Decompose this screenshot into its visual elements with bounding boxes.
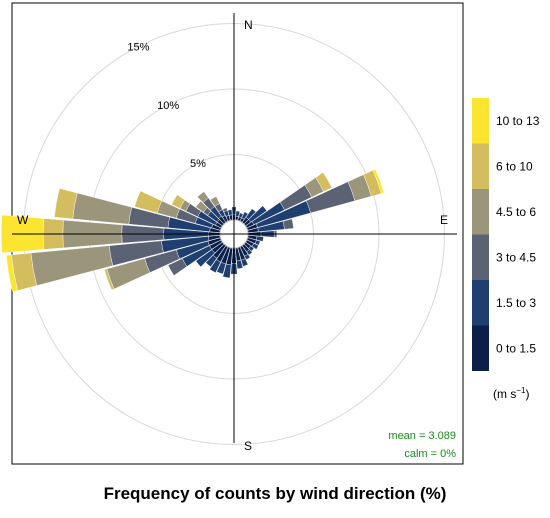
ring-label-2: 10% bbox=[157, 100, 179, 112]
wedge-60-bin-5 bbox=[315, 172, 333, 192]
legend-swatch-3 bbox=[472, 234, 489, 280]
legend-label-2: 1.5 to 3 bbox=[496, 296, 536, 310]
chart-title: Frequency of counts by wind direction (%… bbox=[103, 484, 447, 503]
wedge-110-bin-2 bbox=[254, 239, 261, 246]
mean-stat: mean = 3.089 bbox=[388, 430, 456, 442]
legend-label-3: 3 to 4.5 bbox=[496, 250, 536, 264]
calm-stat: calm = 0% bbox=[404, 448, 456, 460]
wedge-70-bin-6 bbox=[372, 168, 385, 194]
legend-swatch-4 bbox=[472, 189, 489, 235]
units-base: (m s bbox=[493, 387, 516, 401]
wedge-130-bin-2 bbox=[248, 245, 255, 252]
wedge-280-bin-5 bbox=[54, 188, 78, 220]
legend-swatch-5 bbox=[472, 143, 489, 189]
wedge-100-bin-2 bbox=[256, 235, 264, 242]
wedge-190-bin-2 bbox=[222, 263, 232, 279]
wedge-80-bin-3 bbox=[282, 218, 294, 230]
units-exponent: −1 bbox=[516, 386, 526, 395]
compass-label-north: N bbox=[244, 18, 253, 32]
wedge-260-bin-6 bbox=[5, 254, 18, 293]
wedge-300-bin-5 bbox=[171, 194, 186, 209]
legend-label-1: 0 to 1.5 bbox=[496, 341, 536, 355]
wedge-20-bin-2 bbox=[238, 212, 244, 218]
wedge-200-bin-2 bbox=[216, 261, 227, 275]
wedge-310-bin-4 bbox=[195, 200, 208, 213]
ring-label-1: 5% bbox=[190, 158, 206, 170]
wedge-220-bin-2 bbox=[205, 254, 218, 268]
units-close: ) bbox=[525, 387, 529, 401]
wedge-320-bin-4 bbox=[197, 191, 209, 203]
wedge-140-bin-2 bbox=[246, 249, 253, 256]
wedge-40-bin-2 bbox=[245, 208, 257, 220]
compass-label-west: W bbox=[17, 213, 29, 227]
legend-swatch-1 bbox=[472, 325, 489, 371]
compass-label-east: E bbox=[440, 213, 448, 227]
compass-label-south: S bbox=[244, 439, 252, 453]
wedge-290-bin-5 bbox=[134, 190, 163, 214]
wedge-340-bin-3 bbox=[222, 207, 228, 213]
wedge-230-bin-2 bbox=[195, 249, 216, 268]
wedge-240-bin-3 bbox=[167, 258, 188, 276]
wedge-160-bin-2 bbox=[240, 258, 249, 267]
wedge-170-bin-2 bbox=[236, 259, 244, 270]
legend-label-5: 6 to 10 bbox=[496, 159, 533, 173]
wedge-30-bin-2 bbox=[241, 211, 249, 220]
wedge-10-bin-2 bbox=[235, 210, 241, 217]
wedge-50-bin-2 bbox=[248, 205, 268, 223]
wedge-350-bin-2 bbox=[227, 209, 233, 216]
legend-swatch-6 bbox=[472, 98, 489, 144]
legend-label-4: 4.5 to 6 bbox=[496, 205, 536, 219]
wedge-250-bin-5 bbox=[104, 268, 115, 291]
legend-units-label: (m s−1) bbox=[493, 386, 529, 401]
wedge-330-bin-4 bbox=[210, 196, 220, 207]
wedge-210-bin-2 bbox=[209, 259, 221, 273]
legend-label-6: 10 to 13 bbox=[496, 114, 540, 128]
wedge-150-bin-2 bbox=[244, 253, 251, 260]
wedge-120-bin-2 bbox=[251, 243, 259, 250]
legend-swatch-2 bbox=[472, 280, 489, 326]
ring-label-3: 15% bbox=[127, 41, 149, 53]
